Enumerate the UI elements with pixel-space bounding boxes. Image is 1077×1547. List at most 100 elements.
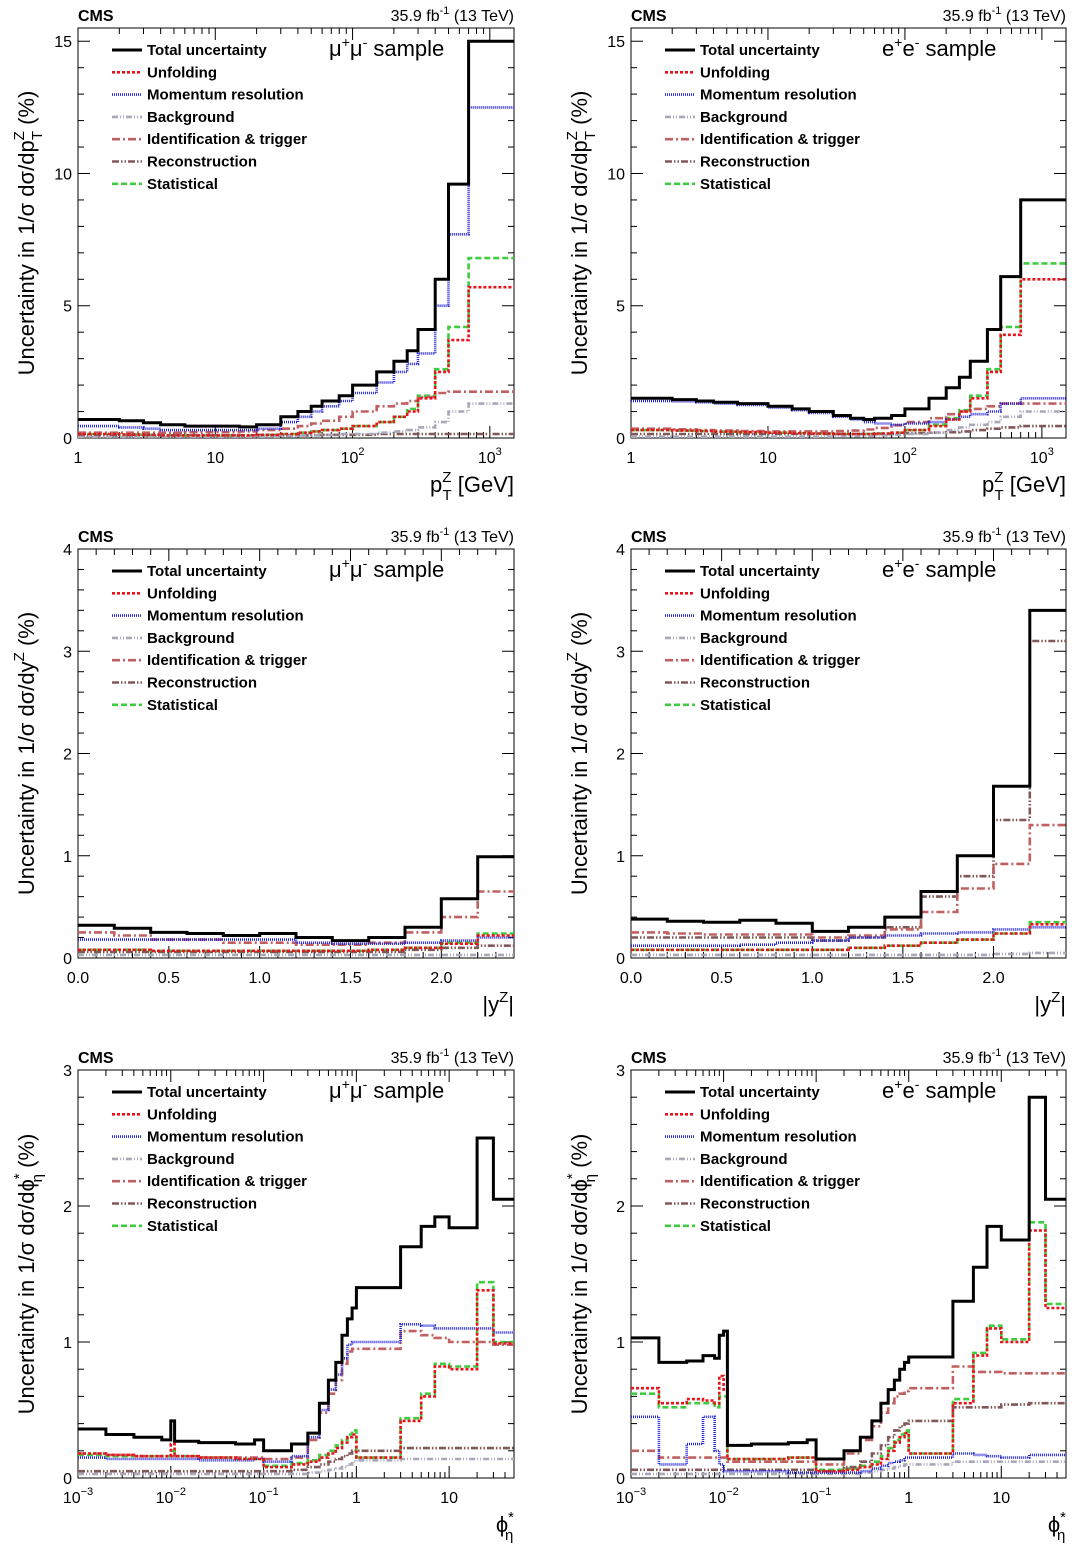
lumi-suffix: (13 TeV) [1001, 8, 1066, 25]
y-tick-label: 3 [63, 644, 72, 661]
x-label-end: [GeV] [1004, 472, 1066, 497]
series-line-statistical [631, 1221, 1066, 1472]
lumi-suffix: (13 TeV) [449, 1050, 514, 1067]
y-label-sup: Z [11, 652, 28, 661]
lumi-label: 35.9 fb-1 (13 TeV) [391, 526, 514, 546]
chart-panel-3: 0 1 2 3 4 0.0 0.5 1.0 1.5 2.0 CMS 35.9 fb-1 (13 TeV… [11, 526, 515, 1017]
x-tick-base: 0.5 [158, 970, 180, 987]
series-line-identification [78, 390, 514, 434]
lumi-label: 35.9 fb-1 (13 TeV) [391, 5, 514, 25]
x-tick-base: 10 [156, 1490, 174, 1507]
x-tick-exponent: −2 [726, 1486, 739, 1498]
legend-label-momentum: Momentum resolution [147, 87, 304, 104]
sample-b-charge: - [363, 555, 368, 571]
cms-label: CMS [631, 1050, 667, 1067]
legend-label-identification: Identification & trigger [147, 652, 307, 669]
y-tick-label: 3 [63, 1063, 72, 1080]
lumi-exponent: -1 [440, 526, 450, 538]
legend-label-reconstruction: Reconstruction [700, 675, 810, 692]
y-tick-label: 10 [54, 166, 72, 183]
y-axis-label: Uncertainty in 1/σ dσ/dyZ (%) [564, 612, 592, 895]
x-tick-label: 10 [759, 450, 777, 467]
sample-a-charge: + [894, 34, 902, 50]
legend-label-background: Background [147, 1151, 235, 1168]
legend: Total uncertainty Unfolding Momentum resol… [112, 42, 307, 193]
sample-text: sample [919, 1078, 996, 1103]
x-tick-label: 1 [627, 450, 636, 467]
legend-label-statistical: Statistical [147, 176, 218, 193]
x-tick-label: 1.0 [801, 970, 823, 987]
legend-label-statistical: Statistical [700, 1218, 771, 1235]
x-tick-base: 10 [63, 1490, 81, 1507]
x-label-sup: * [1060, 1509, 1066, 1526]
series-line-unfolding [631, 278, 1066, 436]
series-line-reconstruction [631, 1401, 1066, 1473]
cms-label: CMS [631, 529, 667, 546]
y-tick-label: 10 [607, 166, 625, 183]
x-label-sup: Z [1051, 989, 1060, 1006]
sample-a: μ [329, 1078, 342, 1103]
y-tick-label: 5 [63, 299, 72, 316]
sample-text: sample [919, 557, 996, 582]
sample-label: e+e- sample [882, 1076, 996, 1103]
x-tick-label: 102 [893, 446, 917, 467]
plot-frame [630, 27, 1067, 439]
x-tick-base: 1 [904, 1490, 913, 1507]
legend-label-total: Total uncertainty [700, 563, 820, 580]
sample-text: sample [919, 36, 996, 61]
lumi-prefix: 35.9 fb [391, 529, 440, 546]
sample-a-charge: + [894, 1076, 902, 1092]
x-tick-base: 2.0 [430, 970, 452, 987]
lumi-exponent: -1 [440, 5, 450, 17]
sample-a-charge: + [894, 555, 902, 571]
series-line-unfolding [631, 923, 1066, 952]
series-line-unfolding [78, 934, 514, 953]
chart-panel-4: 0 1 2 3 4 0.0 0.5 1.0 1.5 2.0 CMS 35.9 fb-1 (13 TeV… [564, 526, 1067, 1017]
x-label-end: | [508, 992, 514, 1017]
x-label-sub: η [1057, 1527, 1065, 1544]
x-tick-label: 10−1 [248, 1486, 278, 1507]
x-label-sup: * [508, 1509, 514, 1526]
y-tick-label: 0 [616, 1471, 625, 1488]
series-group [631, 1095, 1066, 1476]
x-label-main: p [430, 472, 442, 497]
x-tick-base: 1.5 [892, 970, 914, 987]
y-tick-label: 2 [616, 1199, 625, 1216]
legend-label-unfolding: Unfolding [700, 64, 770, 81]
legend-label-identification: Identification & trigger [147, 1173, 307, 1190]
sample-b-charge: - [915, 1076, 920, 1092]
y-tick-label: 2 [63, 1199, 72, 1216]
lumi-label: 35.9 fb-1 (13 TeV) [391, 1047, 514, 1067]
y-label-main: Uncertainty in 1/σ dσ/dϕ [567, 1179, 592, 1414]
x-tick-label: 10−2 [708, 1486, 738, 1507]
x-tick-label: 10 [992, 1490, 1010, 1507]
x-tick-exponent: −1 [819, 1486, 832, 1498]
sample-b: e [902, 36, 914, 61]
lumi-prefix: 35.9 fb [943, 1050, 992, 1067]
y-tick-label: 0 [616, 951, 625, 968]
y-label-end: (%) [14, 1134, 39, 1174]
y-tick-label: 0 [63, 431, 72, 448]
series-group [78, 39, 514, 438]
series-group [631, 608, 1066, 957]
legend-label-background: Background [147, 109, 235, 126]
sample-a-charge: + [342, 555, 350, 571]
x-tick-base: 1.0 [801, 970, 823, 987]
legend-label-unfolding: Unfolding [700, 585, 770, 602]
x-label-sup: Z [442, 469, 451, 486]
sample-label: μ+μ- sample [329, 34, 444, 61]
sample-b: μ [350, 1078, 363, 1103]
x-tick-label: 2.0 [982, 970, 1004, 987]
y-axis-label: Uncertainty in 1/σ dσ/dpZT (%) [11, 91, 46, 376]
sample-text: sample [367, 1078, 444, 1103]
cms-label: CMS [78, 1050, 114, 1067]
x-tick-base: 0.0 [67, 970, 89, 987]
y-tick-label: 0 [616, 431, 625, 448]
lumi-label: 35.9 fb-1 (13 TeV) [943, 526, 1066, 546]
x-tick-exponent: −3 [634, 1486, 647, 1498]
lumi-prefix: 35.9 fb [391, 8, 440, 25]
